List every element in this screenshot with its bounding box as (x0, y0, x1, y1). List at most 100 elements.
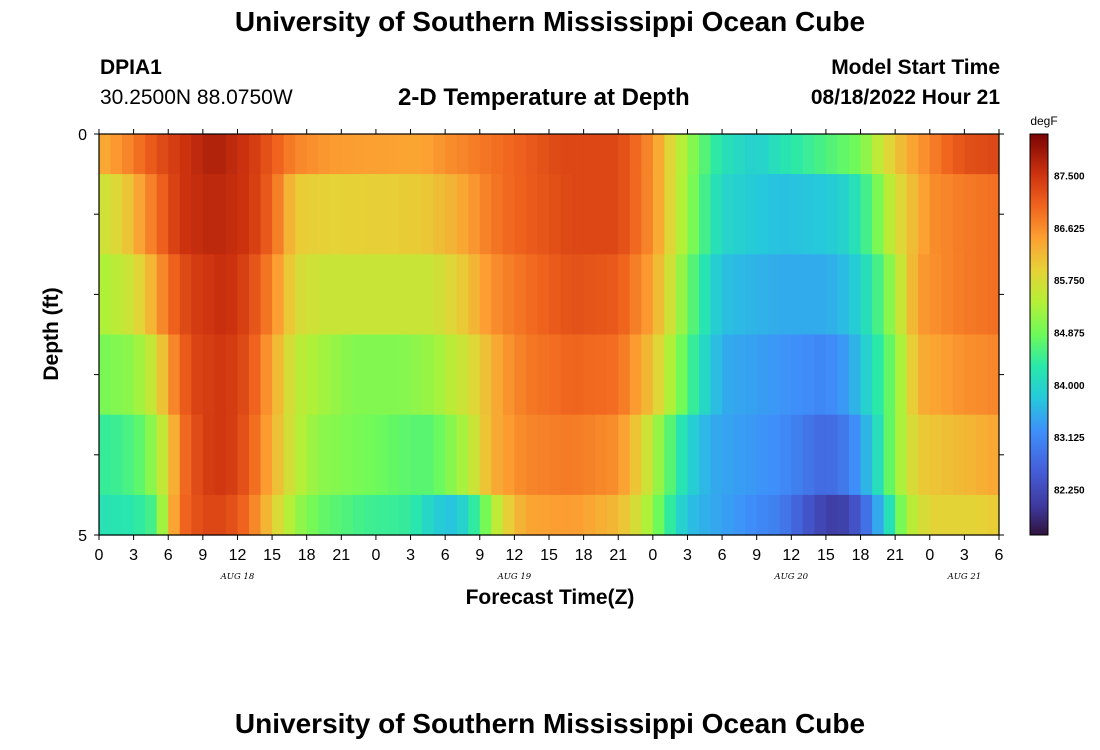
heatmap-cell (572, 334, 585, 416)
heatmap-cell (606, 134, 619, 175)
heatmap-cell (410, 254, 423, 336)
heatmap-cell (364, 414, 377, 496)
heatmap-cell (387, 414, 400, 496)
heatmap-cell (941, 334, 954, 416)
heatmap-cell (249, 494, 262, 536)
x-tick-label: 0 (371, 547, 380, 564)
heatmap-cell (618, 134, 631, 175)
heatmap-cell (595, 494, 608, 536)
heatmap-cell (825, 254, 839, 336)
heatmap-cell (375, 334, 389, 416)
heatmap-cell (272, 134, 285, 175)
x-tick-labels: 0 3 6 9 12 15 18 21 0 3 6 9 12 15 18 21 0 3 6 9 12 15 18 21 0 3 6 (95, 547, 1004, 564)
heatmap-cell (572, 414, 585, 496)
heatmap-cell (837, 494, 850, 536)
heatmap-cell (191, 414, 204, 496)
heatmap-cell (733, 174, 746, 255)
heatmap-cell (260, 254, 273, 336)
heatmap-cell (802, 254, 815, 336)
heatmap-cell (306, 134, 319, 175)
x-tick-label: 18 (852, 547, 870, 564)
heatmap-cell (664, 334, 677, 416)
heatmap-cell (710, 494, 723, 536)
heatmap-cell (964, 254, 977, 336)
heatmap-cell (641, 494, 654, 536)
x-tick-label: 3 (960, 547, 969, 564)
heatmap-cell (352, 134, 365, 175)
heatmap-cell (410, 494, 423, 536)
heatmap-cell (156, 414, 169, 496)
heatmap-cell (468, 414, 481, 496)
heatmap-cell (122, 134, 135, 175)
heatmap-cell (872, 174, 885, 255)
heatmap-cell (283, 414, 296, 496)
heatmap-cell (779, 254, 792, 336)
heatmap-cell (652, 334, 665, 416)
heatmap-cell (641, 134, 654, 175)
plot-subtitle: 2-D Temperature at Depth (398, 84, 690, 111)
heatmap-cell (618, 174, 631, 255)
heatmap-cell (525, 134, 539, 175)
x-tick-label: 3 (406, 547, 415, 564)
heatmap-cell (549, 334, 562, 416)
colorbar-tick-label: 85.750 (1054, 276, 1085, 287)
heatmap-cell (952, 134, 965, 175)
heatmap-cell (906, 134, 919, 175)
heatmap-cell (399, 414, 412, 496)
model-start-label: Model Start Time (831, 56, 1000, 79)
heatmap-cell (514, 174, 527, 255)
heatmap-cell (733, 134, 746, 175)
heatmap-cell (110, 174, 123, 255)
heatmap-cell (687, 334, 700, 416)
heatmap-cell (814, 414, 827, 496)
heatmap-cell (675, 254, 689, 336)
heatmap-cell (237, 334, 250, 416)
heatmap-cell (214, 174, 227, 255)
heatmap-cell (895, 334, 908, 416)
heatmap-cell (179, 494, 192, 536)
heatmap-cell (329, 134, 342, 175)
heatmap-cell (525, 494, 539, 536)
x-tick-label: 15 (263, 547, 281, 564)
heatmap-cell (895, 254, 908, 336)
heatmap-cell (122, 414, 135, 496)
heatmap-cell (710, 174, 723, 255)
heatmap-cell (952, 254, 965, 336)
heatmap-cell (445, 414, 458, 496)
heatmap-cell (595, 254, 608, 336)
heatmap-cell (652, 494, 665, 536)
heatmap-cell (768, 334, 781, 416)
heatmap-cell (168, 134, 181, 175)
heatmap-cell (364, 254, 377, 336)
heatmap-cell (618, 254, 631, 336)
heatmap-cell (214, 134, 227, 175)
heatmap-cell (756, 254, 769, 336)
heatmap-cell (964, 494, 977, 536)
heatmap-cell (687, 174, 700, 255)
heatmap-cell (779, 494, 792, 536)
heatmap-cell (929, 334, 942, 416)
heatmap-cell (352, 174, 365, 255)
heatmap-cell (399, 134, 412, 175)
heatmap-cell (814, 494, 827, 536)
heatmap-cell (191, 334, 204, 416)
heatmap-cell (537, 174, 550, 255)
heatmap-cell (664, 134, 677, 175)
heatmap-cell (502, 334, 515, 416)
heatmap-cell (583, 334, 596, 416)
heatmap-cell (872, 494, 885, 536)
heatmap-cell (652, 254, 665, 336)
x-tick-label: 15 (540, 547, 558, 564)
heatmap-cell (699, 134, 712, 175)
heatmap-cell (641, 254, 654, 336)
heatmap-cell (433, 494, 446, 536)
model-start-value: 08/18/2022 Hour 21 (810, 86, 1000, 109)
heatmap-cell (502, 134, 515, 175)
heatmap-cell (756, 414, 769, 496)
heatmap-cell (225, 254, 239, 336)
heatmap-cell (491, 134, 504, 175)
x-tick-label: 18 (575, 547, 593, 564)
heatmap-cell (560, 174, 573, 255)
heatmap-cell (814, 334, 827, 416)
heatmap-cell (179, 134, 192, 175)
